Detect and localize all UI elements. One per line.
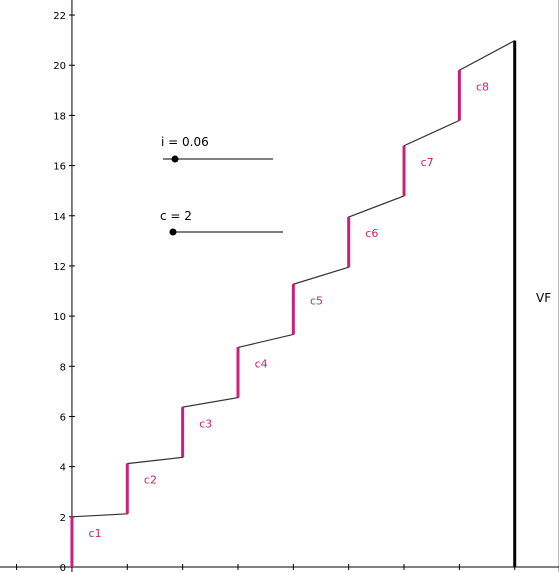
deposit-label-5: c5 <box>310 294 323 307</box>
deposit-label-1: c1 <box>89 527 102 540</box>
y-tick-label: 2 <box>60 513 66 524</box>
y-tick-label: 20 <box>53 61 66 72</box>
y-tick-label: 22 <box>53 11 66 22</box>
slider-deposit-label: c = 2 <box>160 209 192 223</box>
y-tick-label: 12 <box>53 262 66 273</box>
y-tick-label: 16 <box>53 162 66 173</box>
y-tick-label: 0 <box>60 563 66 572</box>
deposit-segments: c1 c2 c3 c4 c5 c6 c7 c8 <box>70 70 489 567</box>
deposit-label-7: c7 <box>421 156 434 169</box>
y-ticks: 0 2 4 6 8 10 12 14 16 18 20 22 <box>53 11 75 572</box>
y-tick-label: 6 <box>60 412 66 423</box>
slider-interest-label: i = 0.06 <box>161 135 209 149</box>
y-tick-label: 10 <box>53 312 66 323</box>
y-tick-label: 4 <box>60 463 66 474</box>
y-tick-label: 8 <box>60 362 66 373</box>
y-tick-label: 14 <box>53 212 66 223</box>
deposit-label-3: c3 <box>199 417 212 430</box>
deposit-label-8: c8 <box>476 80 489 93</box>
y-tick-label: 18 <box>53 111 66 122</box>
deposit-label-6: c6 <box>365 227 378 240</box>
deposit-label-2: c2 <box>144 474 157 487</box>
slider-interest-handle[interactable] <box>171 155 179 163</box>
slider-interest-rate[interactable]: i = 0.06 <box>161 135 273 163</box>
slider-deposit-handle[interactable] <box>169 228 177 236</box>
slider-deposit[interactable]: c = 2 <box>160 209 283 236</box>
final-value-label: VF <box>536 291 551 305</box>
deposit-label-4: c4 <box>255 358 268 371</box>
